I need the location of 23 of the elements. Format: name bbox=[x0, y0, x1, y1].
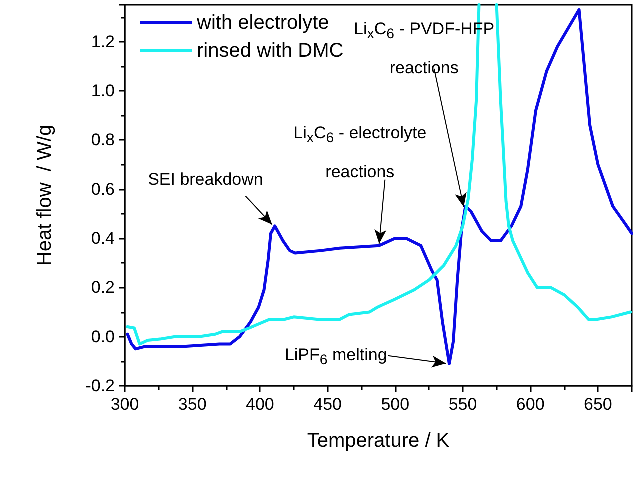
annotation: LiPF$_{6}$ melting bbox=[284, 344, 388, 371]
y-tick-label: 0.0 bbox=[91, 327, 115, 346]
y-tick-label: 1.0 bbox=[91, 82, 115, 101]
x-tick-label: 600 bbox=[516, 395, 545, 414]
y-axis-title: Heat flow / W/g bbox=[34, 124, 56, 266]
y-tick-label: 0.6 bbox=[91, 180, 115, 199]
x-axis-title: Temperature / K bbox=[307, 430, 450, 452]
y-tick-label: 0.2 bbox=[91, 278, 115, 298]
x-tick-label: 300 bbox=[110, 395, 140, 414]
x-tick-label: 650 bbox=[584, 395, 612, 414]
x-tick-label: 550 bbox=[448, 395, 478, 414]
legend-label: rinsed with DMC bbox=[197, 40, 344, 62]
x-tick-label: 450 bbox=[314, 395, 342, 414]
annotation: Li$_{x}$C$_{6}$ - electrolyte reactions bbox=[294, 122, 427, 184]
x-tick-label: 350 bbox=[178, 395, 207, 414]
legend-label: with electrolyte bbox=[196, 12, 330, 34]
x-tick-label: 400 bbox=[246, 395, 274, 414]
y-tick-label: -0.2 bbox=[86, 376, 115, 396]
x-tick-label: 500 bbox=[381, 395, 410, 414]
y-tick-label: 0.4 bbox=[91, 229, 115, 248]
y-tick-label: 1.2 bbox=[91, 32, 115, 52]
annotation: SEI breakdown bbox=[148, 169, 264, 192]
y-tick-label: 0.8 bbox=[91, 130, 115, 150]
